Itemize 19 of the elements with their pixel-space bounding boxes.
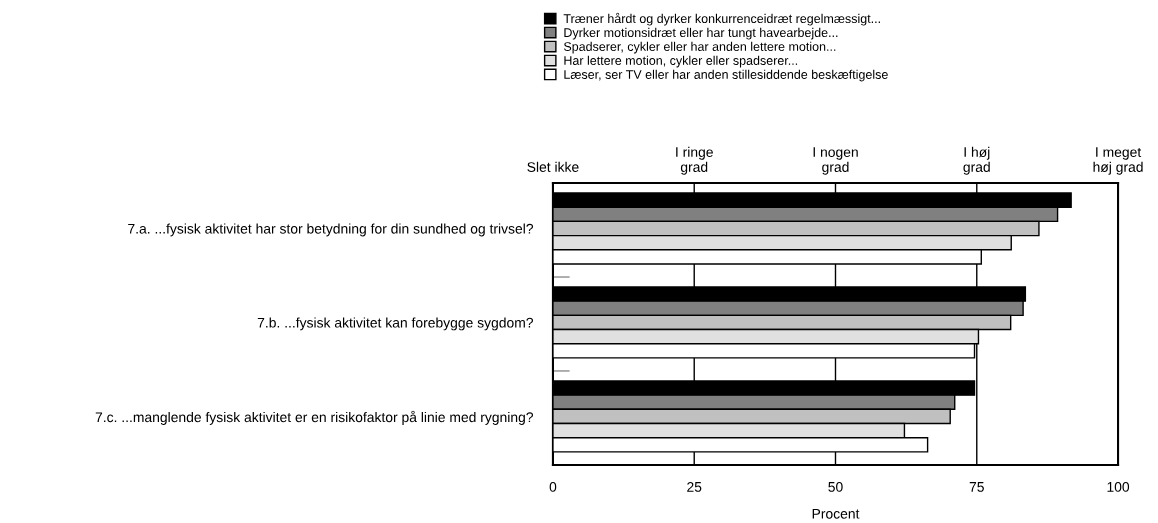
x-tick-label: 100 <box>1107 481 1130 492</box>
legend-label: Har lettere motion, cykler eller spadserer... <box>564 55 798 68</box>
text: I meget høj grad <box>1093 147 1143 175</box>
y-tick-label: 7.a. ...fysisk aktivitet har stor betydning for din sundhed og trivsel? <box>128 223 534 237</box>
legend-label: Læser, ser TV eller har anden stillesiddende beskæftigelse <box>564 69 888 82</box>
y-tick-label: 7.c. ...manglende fysisk aktivitet er en risikofaktor på linie med rygning? <box>95 410 534 425</box>
text: I nogen grad <box>813 147 858 175</box>
legend-label: Træner hårdt og dyrker konkurrenceidræt regelmæssigt... <box>563 12 880 26</box>
text: I høj grad <box>963 146 990 175</box>
x-tick-label: 25 <box>687 481 702 492</box>
x-tick-label: 50 <box>828 481 843 492</box>
legend-label: Dyrker motionsidræt eller har tungt havearbejde... <box>564 27 838 40</box>
x-tick-label: 75 <box>969 482 984 492</box>
y-tick-label: 7.b. ...fysisk aktivitet kan forebygge sygdom? <box>257 317 533 331</box>
legend-label: Spadserer, cykler eller har anden lettere motion... <box>563 41 836 54</box>
x-tick-label: 0 <box>549 481 557 492</box>
text: I ringe grad <box>676 146 713 175</box>
x-axis-title: Procent <box>812 508 860 519</box>
text: Slet ikke <box>527 161 579 172</box>
